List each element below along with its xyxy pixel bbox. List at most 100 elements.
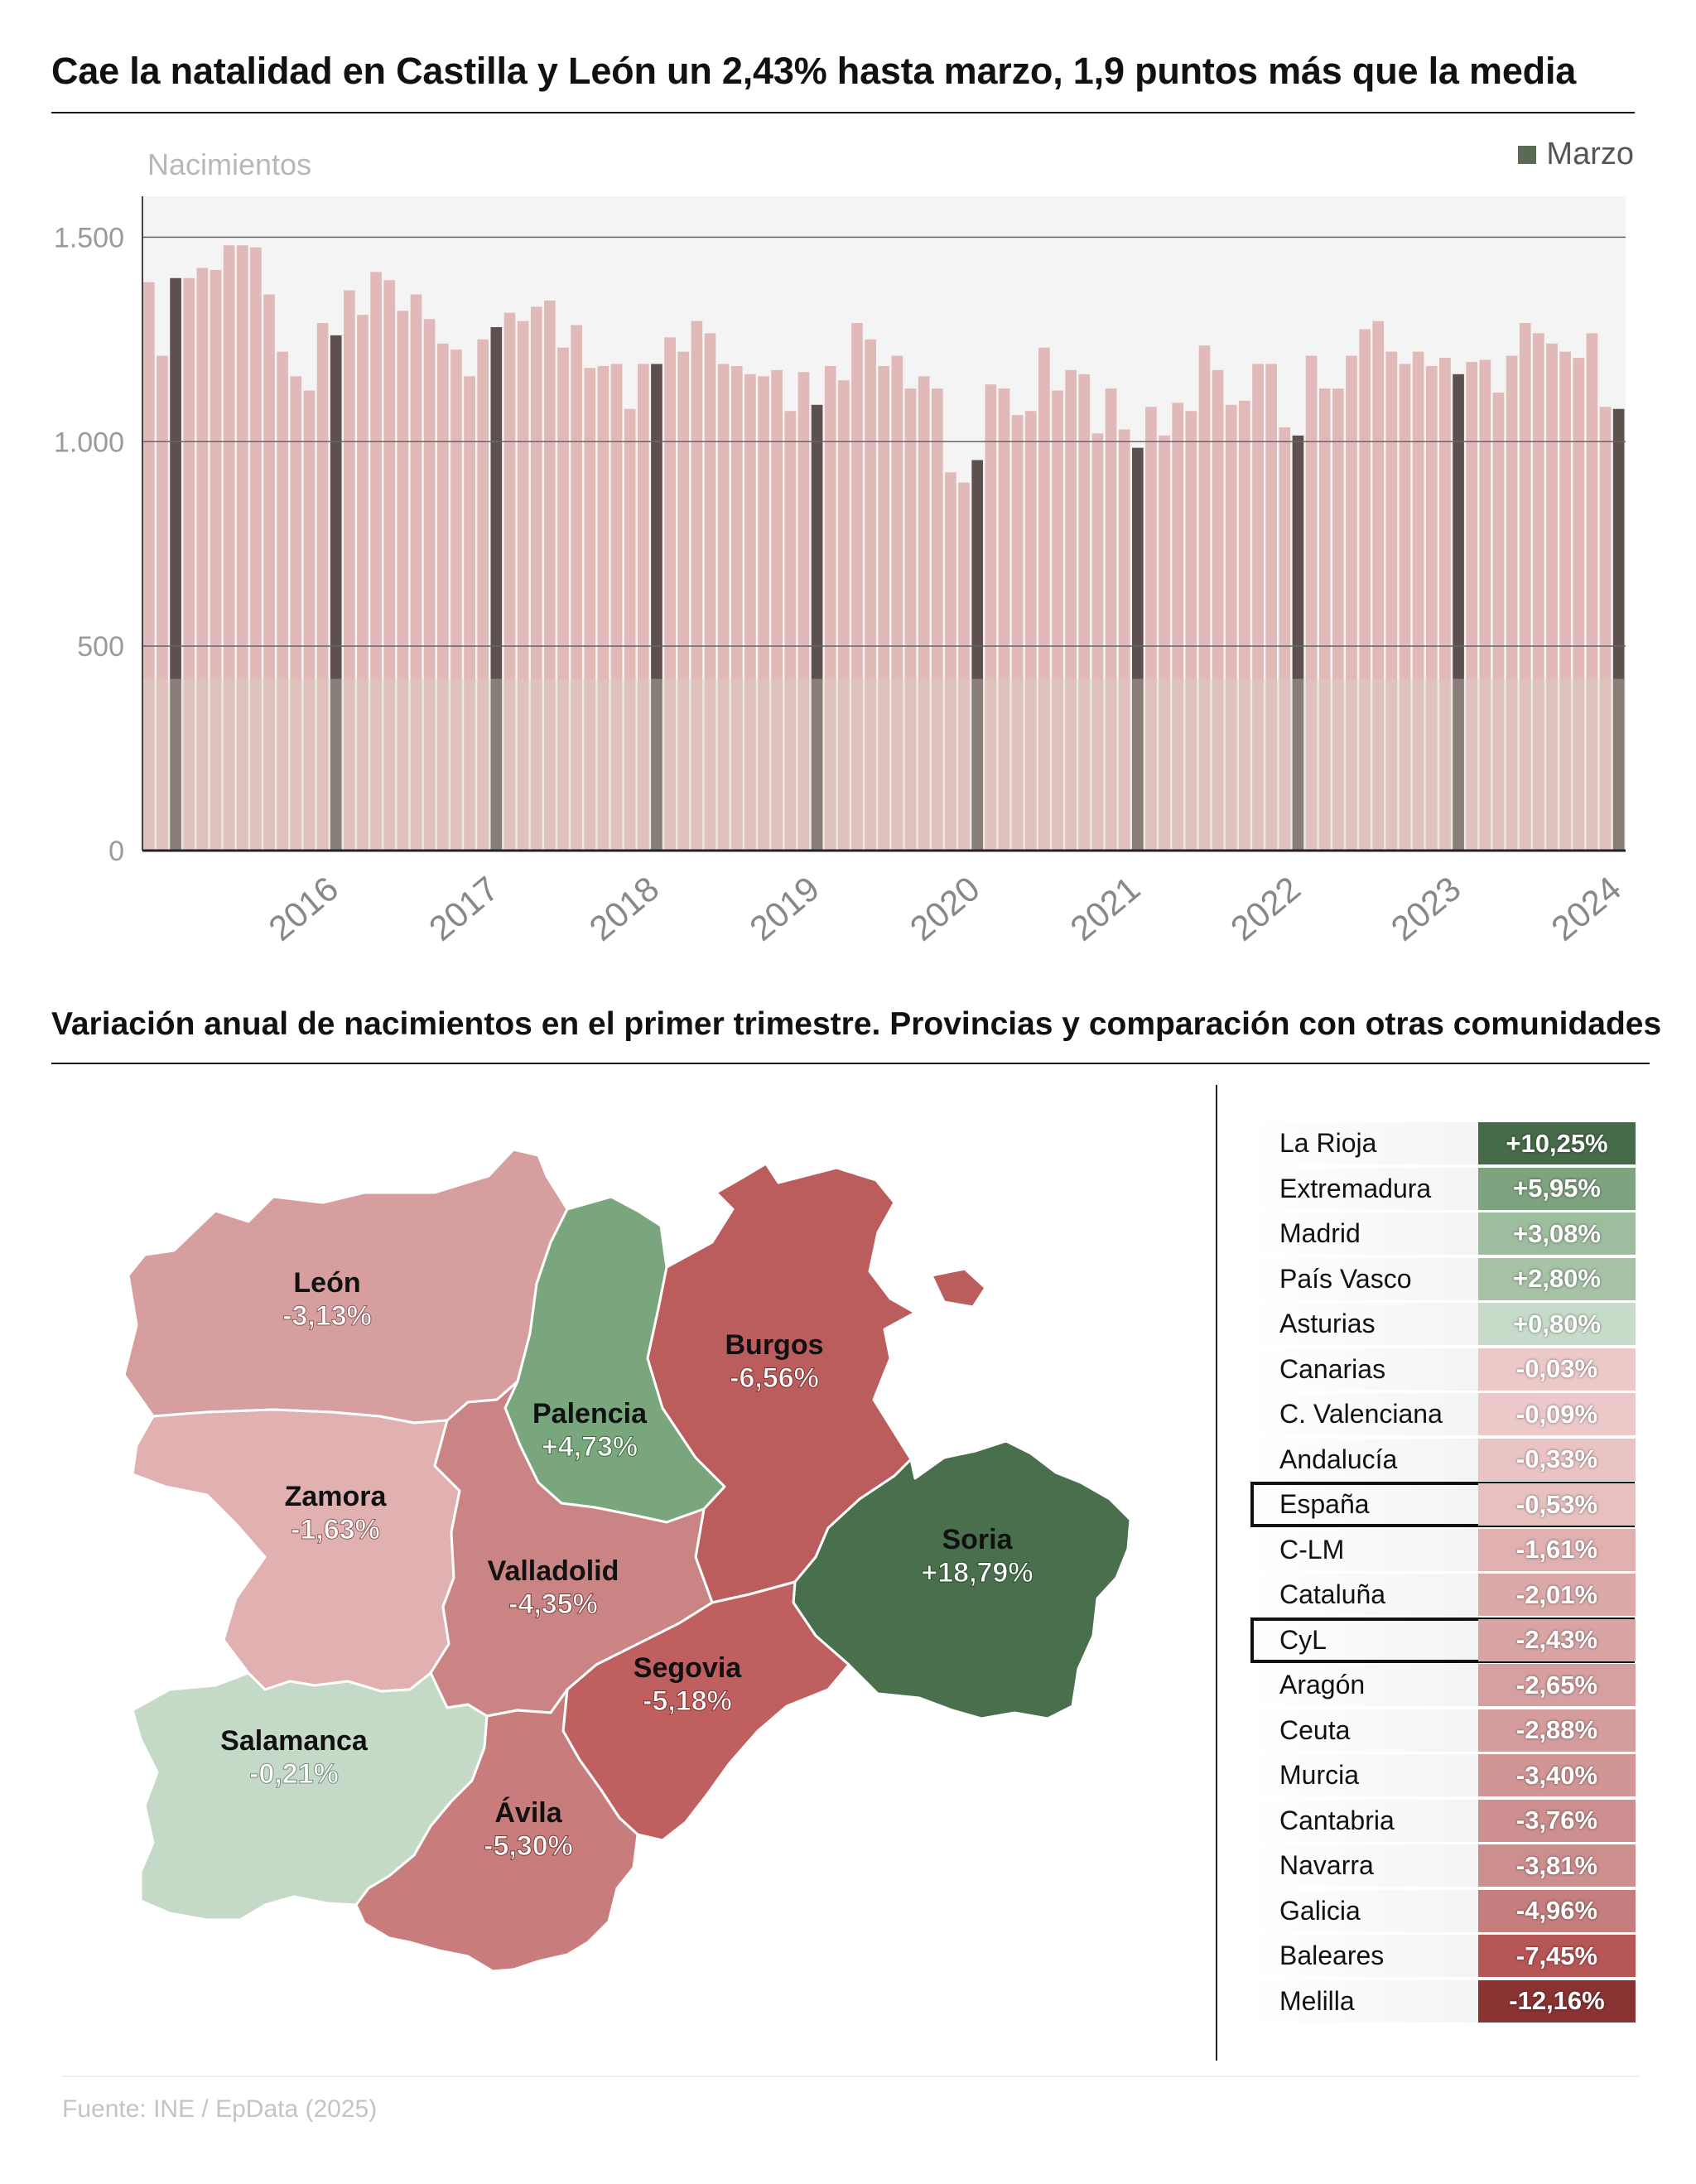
bar	[1492, 393, 1505, 851]
legend-swatch-marzo	[1518, 145, 1537, 164]
bar	[904, 388, 917, 851]
region-value: +2,80%	[1478, 1257, 1636, 1300]
bar	[477, 339, 489, 851]
bar	[316, 323, 329, 851]
bar	[250, 247, 262, 851]
ranking-row: Navarra -3,81%	[1252, 1844, 1636, 1887]
bar	[1265, 364, 1277, 851]
bar	[610, 364, 623, 851]
bar	[1466, 361, 1478, 851]
bar	[1091, 433, 1104, 851]
bar	[236, 245, 248, 851]
bar	[303, 390, 316, 851]
region-value: +10,25%	[1478, 1122, 1636, 1164]
bar	[691, 321, 703, 851]
bar	[1372, 321, 1385, 851]
region-name: Cantabria	[1279, 1805, 1395, 1835]
map-label-salamanca: Salamanca	[220, 1725, 369, 1757]
bar	[544, 300, 556, 851]
bar	[771, 369, 783, 851]
x-tick-label: 2022	[1223, 869, 1308, 948]
map-province-burgos-enclave	[930, 1267, 987, 1309]
bar	[1038, 347, 1050, 851]
bar	[1024, 411, 1037, 851]
map-value-burgos: -6,56%	[730, 1362, 819, 1394]
bar	[985, 384, 997, 851]
bar	[1412, 351, 1424, 851]
bar	[530, 306, 542, 851]
title-divider	[51, 112, 1635, 113]
region-value: -1,61%	[1478, 1528, 1636, 1571]
subtitle-divider	[51, 1063, 1650, 1064]
bar	[290, 376, 302, 851]
map-province-zamora	[131, 1408, 461, 1693]
bar	[143, 282, 155, 851]
source-note: Fuente: INE / EpData (2025)	[62, 2095, 378, 2123]
bar	[638, 364, 649, 851]
map-label-burgos: Burgos	[725, 1329, 824, 1361]
region-value: -12,16%	[1478, 1979, 1636, 2022]
bar	[918, 376, 930, 851]
bar-march	[330, 335, 342, 851]
map-label-segovia: Segovia	[634, 1652, 742, 1684]
region-name: Murcia	[1279, 1760, 1360, 1790]
region-name: Cataluña	[1279, 1579, 1386, 1609]
ranking-row: Extremadura +5,95%	[1252, 1167, 1636, 1210]
map-label-soria: Soria	[942, 1524, 1013, 1555]
regions-ranking-table: La Rioja +10,25% Extremadura +5,95% Madrid +3…	[1250, 1122, 1636, 2025]
bar	[958, 482, 970, 851]
y-axis-label: Nacimientos	[147, 147, 312, 181]
bar	[865, 339, 876, 851]
bar	[196, 268, 209, 851]
region-name: Andalucía	[1279, 1444, 1398, 1474]
region-name: Asturias	[1279, 1309, 1376, 1338]
y-tick-label: 500	[77, 631, 124, 663]
bar	[370, 272, 382, 851]
bar	[277, 351, 288, 851]
map-value-valladolid: -4,35%	[508, 1589, 598, 1620]
map-label-palencia: Palencia	[532, 1398, 648, 1429]
bar	[597, 365, 610, 851]
map-label-leon: León	[293, 1267, 360, 1299]
region-name: Navarra	[1279, 1850, 1374, 1880]
ranking-row: Canarias -0,03%	[1252, 1348, 1636, 1391]
ranking-row: CyL -2,43%	[1250, 1617, 1636, 1663]
bar	[1546, 343, 1558, 851]
bar	[464, 376, 475, 851]
map-label-avila: Ávila	[494, 1797, 562, 1829]
bar	[1425, 365, 1438, 851]
ranking-row: C. Valenciana -0,09%	[1252, 1393, 1636, 1435]
legend: Marzo	[1518, 137, 1634, 172]
region-name: Galicia	[1279, 1895, 1361, 1926]
bar	[945, 472, 956, 851]
bar	[504, 312, 516, 851]
bar	[1599, 407, 1612, 851]
ranking-row: Baleares -7,45%	[1252, 1935, 1636, 1977]
bar	[891, 355, 903, 851]
ranking-row: Asturias +0,80%	[1252, 1303, 1636, 1345]
bar	[1359, 329, 1371, 851]
bar	[210, 269, 222, 851]
region-name: Baleares	[1279, 1941, 1385, 1970]
map-value-leon: -3,13%	[282, 1300, 372, 1332]
bar	[1305, 355, 1318, 851]
region-value: +3,08%	[1478, 1213, 1636, 1255]
bar	[436, 343, 449, 851]
bar	[1078, 374, 1091, 851]
bar	[557, 347, 569, 851]
bar	[1198, 345, 1211, 851]
bar	[1065, 369, 1077, 851]
bar	[1252, 364, 1264, 851]
bar	[851, 323, 863, 851]
bar	[824, 365, 836, 851]
ranking-row: Madrid +3,08%	[1252, 1213, 1636, 1255]
region-value: -3,81%	[1478, 1844, 1636, 1887]
y-tick-label: 1.500	[54, 222, 124, 253]
bar	[1225, 404, 1237, 851]
bar-march	[811, 404, 823, 851]
bar	[1586, 333, 1598, 851]
region-value: -2,88%	[1478, 1709, 1636, 1752]
map-value-salamanca: -0,21%	[249, 1758, 339, 1790]
region-value: -7,45%	[1478, 1935, 1636, 1977]
